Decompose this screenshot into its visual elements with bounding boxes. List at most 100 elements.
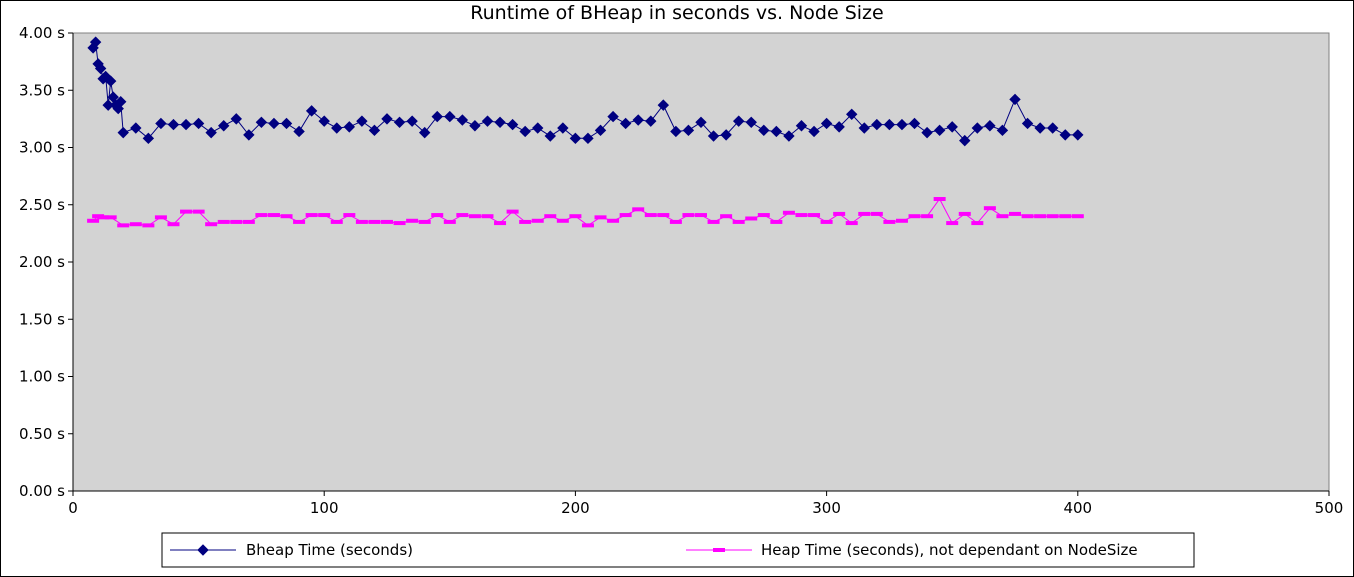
legend-entries: Bheap Time (seconds) Heap Time (seconds),… <box>170 541 1138 559</box>
series-2 <box>87 197 1084 228</box>
data-point <box>707 219 720 224</box>
data-point <box>582 132 594 145</box>
legend-entry: Bheap Time (seconds) <box>170 541 413 559</box>
data-point <box>217 219 230 224</box>
data-point <box>142 223 155 228</box>
data-point <box>318 213 331 218</box>
data-point <box>205 126 217 139</box>
data-point <box>293 219 306 224</box>
chart-title: Runtime of BHeap in seconds vs. Node Siz… <box>470 2 883 24</box>
legend-box <box>161 532 1195 568</box>
data-point <box>519 125 531 138</box>
data-point <box>720 129 732 141</box>
data-point <box>418 126 431 139</box>
data-point <box>607 218 620 223</box>
data-point <box>921 126 933 139</box>
data-point <box>971 122 984 134</box>
data-point <box>1034 214 1047 219</box>
data-point <box>883 118 896 131</box>
data-point <box>1021 117 1034 130</box>
data-point <box>192 209 205 214</box>
data-point <box>895 218 908 223</box>
data-point <box>305 105 318 117</box>
data-point <box>393 116 406 129</box>
data-point <box>368 124 381 137</box>
data-point <box>180 118 192 131</box>
data-point <box>657 213 670 218</box>
data-point <box>896 118 908 131</box>
data-point <box>607 110 619 123</box>
y-tick-label: 2.50 s <box>19 196 65 214</box>
data-point <box>242 219 255 224</box>
series-layer <box>87 36 1084 228</box>
data-point <box>456 213 469 218</box>
x-axis: 0 100 200 300 400 500 <box>68 490 1343 517</box>
data-point <box>695 116 707 129</box>
legend: Bheap Time (seconds) Heap Time (seconds),… <box>161 532 1195 568</box>
data-point <box>506 118 519 131</box>
data-point <box>205 222 218 227</box>
data-point <box>619 213 632 218</box>
data-point <box>180 209 193 214</box>
data-point <box>657 99 670 111</box>
data-point <box>758 124 770 137</box>
data-point <box>280 214 293 219</box>
data-point <box>381 219 393 224</box>
data-point <box>645 115 657 127</box>
data-point <box>293 125 305 138</box>
data-point <box>783 130 795 142</box>
data-point <box>1009 211 1021 216</box>
legend-label: Bheap Time (seconds) <box>246 541 413 559</box>
data-point <box>330 219 343 224</box>
data-point <box>519 219 532 224</box>
data-point <box>833 121 845 133</box>
data-point <box>544 130 556 142</box>
data-point <box>1009 93 1021 106</box>
data-point <box>782 210 795 215</box>
data-point <box>858 211 871 216</box>
data-point <box>89 36 102 48</box>
data-point <box>1072 129 1084 141</box>
data-point <box>707 130 720 142</box>
data-point <box>230 219 243 224</box>
data-point <box>632 207 645 212</box>
data-point <box>556 218 569 223</box>
data-point <box>770 219 783 224</box>
y-tick-label: 1.00 s <box>19 368 65 386</box>
data-point <box>167 118 180 131</box>
data-point <box>1046 214 1059 219</box>
data-point <box>682 124 695 137</box>
data-point <box>795 120 808 132</box>
data-point <box>946 121 958 133</box>
data-point <box>569 132 582 145</box>
data-point <box>958 211 971 216</box>
data-point <box>820 117 833 130</box>
data-point <box>984 120 996 132</box>
data-point <box>406 218 419 223</box>
data-point <box>732 219 745 224</box>
data-point <box>644 213 657 218</box>
data-point <box>1021 214 1034 219</box>
data-point <box>557 122 569 134</box>
data-point <box>569 214 582 219</box>
y-tick-label: 0.00 s <box>19 482 65 500</box>
data-point <box>104 215 117 220</box>
data-point <box>933 197 946 202</box>
data-point <box>267 213 280 218</box>
data-point <box>1046 122 1059 134</box>
data-point <box>331 122 343 134</box>
data-point <box>594 124 607 137</box>
data-point <box>695 213 707 218</box>
data-point <box>87 218 100 223</box>
data-point <box>908 117 921 130</box>
data-point <box>494 116 506 129</box>
y-tick-label: 3.00 s <box>19 139 65 157</box>
data-point <box>115 95 127 108</box>
data-point <box>581 223 594 228</box>
data-point <box>946 221 959 226</box>
data-point <box>431 110 443 123</box>
data-point <box>355 219 368 224</box>
series-1 <box>87 36 1084 147</box>
